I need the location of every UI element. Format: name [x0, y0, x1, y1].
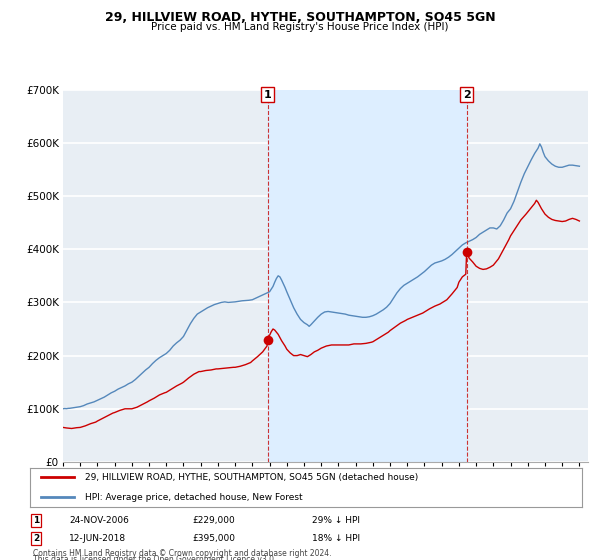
Text: 1: 1: [264, 90, 272, 100]
Text: £395,000: £395,000: [192, 534, 235, 543]
Text: 12-JUN-2018: 12-JUN-2018: [69, 534, 126, 543]
Text: 2: 2: [33, 534, 39, 543]
Bar: [268, 90, 467, 462]
Text: £229,000: £229,000: [192, 516, 235, 525]
Text: Price paid vs. HM Land Registry's House Price Index (HPI): Price paid vs. HM Land Registry's House …: [151, 22, 449, 32]
Text: 18% ↓ HPI: 18% ↓ HPI: [312, 534, 360, 543]
Text: 29, HILLVIEW ROAD, HYTHE, SOUTHAMPTON, SO45 5GN: 29, HILLVIEW ROAD, HYTHE, SOUTHAMPTON, S…: [104, 11, 496, 24]
Text: 29% ↓ HPI: 29% ↓ HPI: [312, 516, 360, 525]
Text: 1: 1: [33, 516, 39, 525]
Text: HPI: Average price, detached house, New Forest: HPI: Average price, detached house, New …: [85, 492, 303, 502]
Text: 2: 2: [463, 90, 470, 100]
Text: Contains HM Land Registry data © Crown copyright and database right 2024.: Contains HM Land Registry data © Crown c…: [33, 549, 331, 558]
Text: 29, HILLVIEW ROAD, HYTHE, SOUTHAMPTON, SO45 5GN (detached house): 29, HILLVIEW ROAD, HYTHE, SOUTHAMPTON, S…: [85, 473, 418, 482]
Text: This data is licensed under the Open Government Licence v3.0.: This data is licensed under the Open Gov…: [33, 555, 277, 560]
Text: 24-NOV-2006: 24-NOV-2006: [69, 516, 129, 525]
